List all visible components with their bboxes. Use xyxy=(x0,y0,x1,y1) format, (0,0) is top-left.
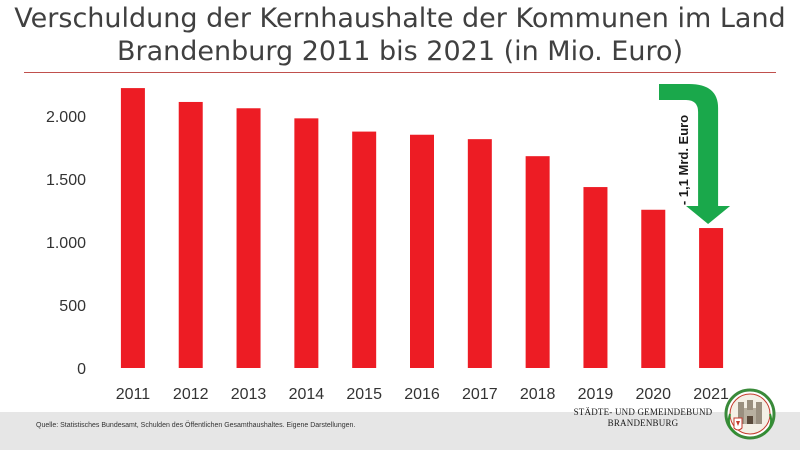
x-tick-label: 2013 xyxy=(231,386,267,403)
title-divider xyxy=(24,72,776,73)
coat-of-arms-icon xyxy=(724,388,776,440)
annotation-label: - 1,1 Mrd. Euro xyxy=(676,115,691,205)
x-tick-label: 2011 xyxy=(116,386,151,403)
bar xyxy=(352,131,377,368)
x-tick-label: 2015 xyxy=(346,386,382,403)
organization-name-line-1: STÄDTE- UND GEMEINDEBUND xyxy=(573,407,713,417)
footer-bar xyxy=(0,412,800,450)
x-tick-label: 2017 xyxy=(462,386,498,403)
bar xyxy=(583,187,608,368)
page-title: Verschuldung der Kernhaushalte der Kommu… xyxy=(0,2,800,68)
bar xyxy=(236,108,261,369)
organization-name: STÄDTE- UND GEMEINDEBUND BRANDENBURG xyxy=(558,407,728,429)
bar xyxy=(525,156,550,368)
bar-chart: 0 500 1.000 1.500 2.000 2011 2012 2013 2014 2015 2… xyxy=(46,84,731,403)
bar xyxy=(178,101,203,369)
bar xyxy=(410,134,434,368)
bar xyxy=(641,209,666,368)
bar xyxy=(699,228,724,368)
y-tick-label: 1.500 xyxy=(46,172,86,189)
organization-name-line-2: BRANDENBURG xyxy=(607,418,679,428)
source-note: Quelle: Statistisches Bundesamt, Schulde… xyxy=(36,422,356,429)
y-tick-label: 0 xyxy=(77,361,86,378)
y-tick-label: 500 xyxy=(59,298,86,315)
bar xyxy=(294,118,319,368)
bar xyxy=(120,88,145,368)
bar xyxy=(467,139,492,368)
x-tick-label: 2019 xyxy=(578,386,614,403)
decrease-arrow xyxy=(659,84,731,225)
title-line-1: Verschuldung der Kernhaushalte der Kommu… xyxy=(14,3,786,34)
x-tick-label: 2021 xyxy=(693,386,729,403)
x-tick-label: 2012 xyxy=(173,386,209,403)
x-tick-label: 2014 xyxy=(289,386,325,403)
title-line-2: Brandenburg 2011 bis 2021 (in Mio. Euro) xyxy=(116,36,684,67)
y-tick-label: 2.000 xyxy=(46,109,86,126)
x-tick-label: 2020 xyxy=(635,386,671,403)
x-tick-label: 2018 xyxy=(520,386,556,403)
x-tick-label: 2016 xyxy=(404,386,440,403)
y-tick-label: 1.000 xyxy=(46,235,86,252)
